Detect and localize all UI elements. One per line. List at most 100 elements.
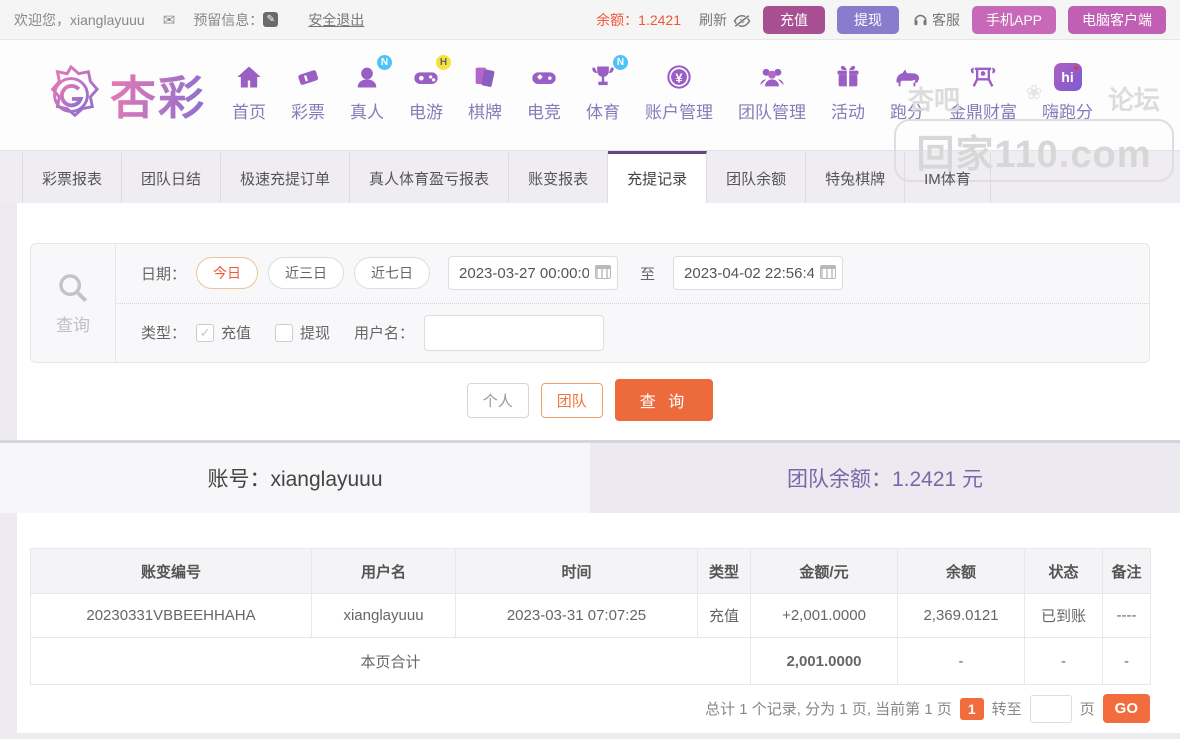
pagination-summary: 总计 1 个记录, 分为 1 页, 当前第 1 页 xyxy=(705,701,952,718)
recharge-checkbox-label: 充值 xyxy=(221,325,252,343)
withdraw-checkbox[interactable] xyxy=(275,323,294,342)
nav-item-egames[interactable]: H 电游 xyxy=(409,54,451,123)
summary-amount: 2,001.0000 xyxy=(750,637,898,685)
username-label: 用户名： xyxy=(354,325,415,343)
mobile-app-button[interactable]: 手机APP xyxy=(971,5,1056,34)
logout-link[interactable]: 安全退出 xyxy=(308,11,365,28)
top-bar: 欢迎您，xianglayuuu ✉ 预留信息： ✎ 安全退出 余额：1.2421… xyxy=(0,0,1180,40)
table-row: 20230331VBBEEHHAHA xianglayuuu 2023-03-3… xyxy=(30,593,1151,638)
nav-item-hipaofen[interactable]: hi 嗨跑分 xyxy=(1042,62,1093,123)
search-panel: 查询 日期： 今日 近三日 近七日 至 类型： xyxy=(30,243,1150,363)
tab-live-sports-pl[interactable]: 真人体育盈亏报表 xyxy=(350,151,510,203)
ticket-icon xyxy=(293,62,323,92)
withdraw-button[interactable]: 提现 xyxy=(836,5,899,34)
tab-im-sports[interactable]: IM体育 xyxy=(905,151,991,203)
col-time: 时间 xyxy=(455,548,698,594)
report-tabs: 彩票报表 团队日结 极速充提订单 真人体育盈亏报表 账变报表 充提记录 团队余额… xyxy=(0,150,1180,203)
current-page-button[interactable]: 1 xyxy=(959,697,984,720)
personal-button[interactable]: 个人 xyxy=(466,382,529,418)
svg-text:¥: ¥ xyxy=(675,70,683,85)
mail-icon[interactable]: ✉ xyxy=(162,11,176,29)
search-panel-icon-cell: 查询 xyxy=(31,244,116,362)
tab-tetu-boardcards[interactable]: 特兔棋牌 xyxy=(806,151,906,203)
nav-item-sports[interactable]: N 体育 xyxy=(586,54,628,123)
nav-item-lottery[interactable]: 彩票 xyxy=(291,62,325,123)
search-icon xyxy=(59,273,88,302)
tripod-icon xyxy=(968,62,998,92)
trophy-icon: N xyxy=(588,54,628,92)
date-from-input[interactable] xyxy=(448,256,619,291)
account-banner: 账号：xianglayuuu 团队余额：1.2421 元 xyxy=(0,443,1180,513)
nav-item-team-mgmt[interactable]: 团队管理 xyxy=(738,62,806,123)
nav-item-live[interactable]: N 真人 xyxy=(350,54,392,123)
hi-app-icon: hi xyxy=(1053,62,1083,92)
refresh-link[interactable]: 刷新 xyxy=(698,11,727,28)
quick-3days-button[interactable]: 近三日 xyxy=(268,257,345,290)
nav-item-jinding[interactable]: 金鼎财富 xyxy=(949,62,1017,123)
brand-emblem-icon xyxy=(50,64,100,118)
nav-item-promos[interactable]: 活动 xyxy=(831,62,865,123)
watermark-right: 论坛 xyxy=(1107,85,1160,115)
col-type: 类型 xyxy=(697,548,751,594)
cell-change-id: 20230331VBBEEHHAHA xyxy=(30,593,312,638)
nav-item-home[interactable]: 首页 xyxy=(232,62,266,123)
headset-icon xyxy=(914,14,927,25)
home-icon xyxy=(234,62,264,92)
tab-team-daily[interactable]: 团队日结 xyxy=(122,151,222,203)
cell-amount: +2,001.0000 xyxy=(750,593,898,638)
team-icon xyxy=(757,62,787,92)
date-filter-row: 日期： 今日 近三日 近七日 至 xyxy=(116,244,1149,304)
badge-n: N xyxy=(613,54,628,70)
date-to-input[interactable] xyxy=(673,256,844,291)
live-person-icon: N xyxy=(352,54,392,92)
type-label: 类型： xyxy=(141,325,187,343)
goto-page-input[interactable] xyxy=(1029,694,1072,723)
records-table: 账变编号 用户名 时间 类型 金额/元 余额 状态 备注 20230331VBB… xyxy=(30,548,1151,685)
eye-off-icon[interactable] xyxy=(733,11,751,28)
tab-team-balance[interactable]: 团队余额 xyxy=(707,151,807,203)
balance-text: 余额：1.2421 xyxy=(596,11,681,28)
col-change-id: 账变编号 xyxy=(30,548,312,594)
col-username: 用户名 xyxy=(311,548,456,594)
calendar-icon[interactable] xyxy=(595,265,612,280)
coin-icon: ¥ xyxy=(664,62,694,92)
tab-fast-orders[interactable]: 极速充提订单 xyxy=(221,151,351,203)
recharge-checkbox[interactable]: ✓ xyxy=(196,323,215,342)
query-button[interactable]: 查 询 xyxy=(614,379,714,421)
page-unit-label: 页 xyxy=(1079,701,1095,718)
customer-service-link[interactable]: 客服 xyxy=(913,10,960,30)
col-remark: 备注 xyxy=(1102,548,1151,594)
cell-username: xianglayuuu xyxy=(311,593,456,638)
tab-recharge-withdraw-records[interactable]: 充提记录 xyxy=(608,151,708,203)
nav-item-paofen[interactable]: 跑分 xyxy=(890,62,924,123)
go-button[interactable]: GO xyxy=(1102,694,1150,723)
customer-service-label: 客服 xyxy=(931,11,960,28)
badge-n: N xyxy=(377,54,392,70)
edit-icon[interactable]: ✎ xyxy=(263,12,279,27)
action-row: 个人 团队 查 询 xyxy=(0,379,1180,421)
quick-today-button[interactable]: 今日 xyxy=(196,257,259,290)
nav-item-account-mgmt[interactable]: ¥ 账户管理 xyxy=(645,62,713,123)
type-filter-row: 类型： ✓ 充值 提现 用户名： xyxy=(116,304,1149,363)
footer-strip xyxy=(0,733,1180,739)
calendar-icon[interactable] xyxy=(820,265,837,280)
brand-logo[interactable]: 杏彩 xyxy=(40,62,206,128)
pc-client-button[interactable]: 电脑客户端 xyxy=(1068,5,1166,34)
summary-row: 本页合计 2,001.0000 - - - xyxy=(30,637,1151,685)
esports-icon xyxy=(529,62,559,92)
nav-item-esports[interactable]: 电竞 xyxy=(527,62,561,123)
team-button[interactable]: 团队 xyxy=(540,382,603,418)
tab-account-change[interactable]: 账变报表 xyxy=(509,151,609,203)
nav-item-boardcards[interactable]: 棋牌 xyxy=(468,62,502,123)
tab-lottery-report[interactable]: 彩票报表 xyxy=(22,151,123,203)
summary-balance: - xyxy=(897,637,1025,685)
withdraw-checkbox-label: 提现 xyxy=(300,325,331,343)
gift-icon xyxy=(833,62,863,92)
recharge-button[interactable]: 充值 xyxy=(762,5,825,34)
cell-type: 充值 xyxy=(697,593,751,638)
team-balance: 团队余额：1.2421 元 xyxy=(590,443,1180,513)
summary-label: 本页合计 xyxy=(30,637,751,685)
quick-7days-button[interactable]: 近七日 xyxy=(354,257,431,290)
cell-balance: 2,369.0121 xyxy=(897,593,1025,638)
username-input[interactable] xyxy=(424,314,605,351)
